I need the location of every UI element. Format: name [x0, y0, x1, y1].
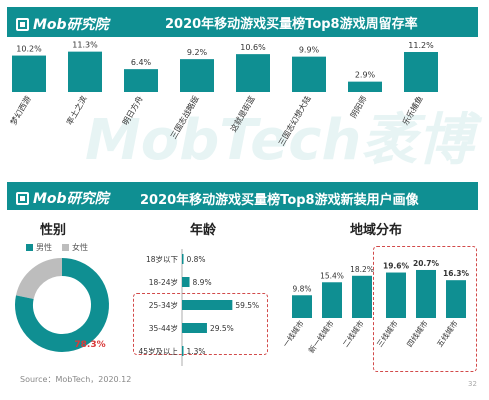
- region-bar-chart: 9.8% 一线城市 15.4% 新一线城市 18.2% 二线城市 19.6% 三线城市 20.7…: [280, 259, 470, 355]
- region-bar: [322, 282, 342, 318]
- age-bar-chart: 18岁以下 0.8% 18-24岁 8.9% 25-34岁 59.5% 35-44岁 29.5…: [138, 249, 259, 366]
- gender-slice: [16, 258, 63, 300]
- age-bar: [182, 300, 233, 310]
- retention-bar: [124, 69, 158, 92]
- retention-value-label: 9.2%: [187, 48, 208, 57]
- age-title: 年龄: [190, 223, 217, 238]
- watermark: MobTech袤博: [85, 108, 474, 173]
- region-bar: [292, 295, 312, 318]
- logo-icon: [16, 191, 29, 205]
- region-category-label: 一线城市: [280, 318, 306, 349]
- retention-value-label: 6.4%: [131, 58, 152, 67]
- region-value-label: 15.4%: [320, 271, 344, 280]
- region-bar: [386, 272, 406, 318]
- retention-value-label: 9.9%: [299, 46, 320, 55]
- retention-category-label: 三国志幻想大陆: [276, 94, 313, 147]
- header-band-retention: [7, 7, 478, 37]
- header-band-profile: [7, 182, 478, 210]
- age-category-label: 18-24岁: [149, 277, 178, 287]
- profile-section-title: 2020年移动游戏买量榜Top8游戏新装用户画像: [140, 193, 419, 208]
- retention-bar-chart: 10.2% 梦幻西游 11.3% 率土之滨 6.4% 明日方舟 9.2% 三国志战略版 10.6…: [8, 41, 438, 147]
- retention-bar: [12, 55, 46, 92]
- logo-icon: [16, 17, 29, 31]
- retention-category-label: 率土之滨: [64, 94, 89, 127]
- region-category-label: 五线城市: [434, 318, 460, 349]
- brand-logo: Mob研究院: [16, 14, 109, 34]
- age-value-label: 8.9%: [193, 278, 212, 287]
- age-category-label: 35-44岁: [149, 323, 178, 333]
- brand-logo-2: Mob研究院: [16, 188, 109, 208]
- age-value-label: 59.5%: [235, 301, 259, 310]
- source-note: Source：MobTech，2020.12: [20, 375, 132, 384]
- age-category-label: 25-34岁: [149, 300, 178, 310]
- legend-female: 女性: [62, 242, 88, 253]
- region-value-label: 18.2%: [350, 265, 374, 274]
- region-value-label: 20.7%: [413, 259, 440, 268]
- age-value-label: 1.3%: [187, 347, 206, 356]
- retention-category-label: 明日方舟: [120, 94, 145, 127]
- retention-bar: [404, 52, 438, 92]
- age-bar: [182, 323, 207, 333]
- retention-bar: [68, 51, 102, 92]
- gender-slice: [15, 258, 109, 352]
- retention-bar: [292, 56, 326, 92]
- region-value-label: 9.8%: [292, 284, 311, 293]
- region-category-label: 四线城市: [404, 318, 430, 349]
- region-value-label: 16.3%: [443, 269, 470, 278]
- region-bar: [352, 275, 372, 318]
- retention-value-label: 11.2%: [408, 41, 434, 50]
- region-bar: [446, 280, 466, 318]
- retention-bar: [236, 54, 270, 92]
- retention-category-label: 三国志战略版: [168, 94, 201, 141]
- legend-male: 男性: [26, 242, 52, 253]
- retention-category-label: 乐乐捕鱼: [400, 94, 425, 127]
- retention-category-label: 梦幻西游: [8, 94, 33, 127]
- age-bar: [182, 277, 190, 287]
- age-bar: [182, 254, 184, 264]
- brand-name: Mob研究院: [33, 191, 109, 207]
- brand-name: Mob研究院: [33, 17, 109, 33]
- retention-value-label: 11.3%: [72, 41, 98, 50]
- age-value-label: 0.8%: [187, 255, 206, 264]
- gender-legend: 男性 女性: [26, 242, 88, 253]
- age-category-label: 18岁以下: [146, 254, 179, 264]
- age-highlight-box: [133, 293, 268, 355]
- age-category-label: 45岁及以上: [138, 346, 178, 356]
- region-category-label: 三线城市: [374, 318, 400, 349]
- gender-title: 性别: [40, 223, 67, 238]
- retention-category-label: 阴阳师: [348, 94, 369, 120]
- region-value-label: 19.6%: [383, 262, 410, 271]
- retention-category-label: 这就是街篮: [228, 94, 257, 134]
- gender-donut-chart: 78.3%: [15, 258, 109, 352]
- region-category-label: 二线城市: [340, 318, 366, 349]
- region-bar: [416, 269, 436, 318]
- age-value-label: 29.5%: [210, 324, 234, 333]
- retention-bar: [348, 81, 382, 92]
- age-bar: [182, 346, 184, 356]
- region-title: 地域分布: [350, 223, 403, 238]
- retention-chart-title: 2020年移动游戏买量榜Top8游戏周留存率: [165, 17, 418, 32]
- retention-bar: [180, 59, 214, 92]
- retention-value-label: 10.2%: [16, 45, 42, 54]
- page-number: 32: [468, 380, 477, 388]
- region-highlight-box: [373, 246, 477, 372]
- retention-value-label: 10.6%: [240, 43, 266, 52]
- retention-value-label: 2.9%: [355, 71, 376, 80]
- gender-value-label: 78.3%: [74, 340, 105, 350]
- region-category-label: 新一线城市: [306, 318, 336, 355]
